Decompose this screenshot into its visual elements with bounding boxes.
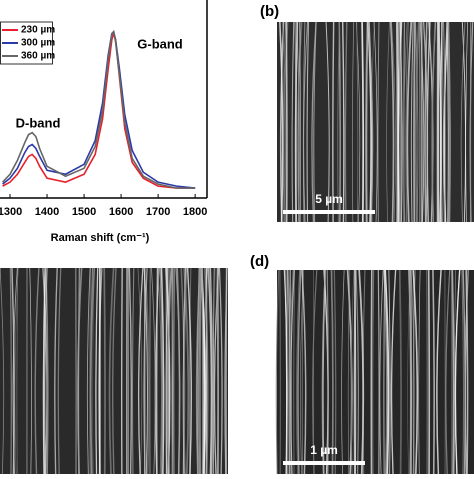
fiber xyxy=(174,268,175,474)
x-tick-label: 1800 xyxy=(183,206,207,218)
sem-image-d xyxy=(277,270,474,474)
scale-bar-label: 5 µm xyxy=(315,192,343,206)
scale-bar xyxy=(283,210,375,214)
legend-label: 300 µm xyxy=(21,38,55,49)
annotation: G-band xyxy=(137,36,183,51)
x-tick-label: 1600 xyxy=(109,206,133,218)
fiber xyxy=(286,22,287,222)
fiber xyxy=(157,268,158,474)
x-tick-label: 1400 xyxy=(35,206,59,218)
panel-label: (b) xyxy=(260,3,279,20)
x-tick-label: 1500 xyxy=(72,206,96,218)
fiber xyxy=(427,270,428,474)
fiber xyxy=(202,268,203,474)
x-tick-label: 1700 xyxy=(146,206,170,218)
x-tick-label: 1300 xyxy=(0,206,22,218)
legend-label: 230 µm xyxy=(21,25,55,36)
scale-bar xyxy=(283,461,365,465)
legend-label: 360 µm xyxy=(21,51,55,62)
fiber xyxy=(429,270,430,474)
fiber xyxy=(226,268,227,474)
x-axis-label: Raman shift (cm⁻¹) xyxy=(51,232,150,244)
fiber xyxy=(150,268,151,474)
fiber xyxy=(280,270,281,474)
fiber xyxy=(414,22,415,222)
fiber xyxy=(451,270,452,474)
fiber xyxy=(371,270,372,474)
scale-bar-label: 1 µm xyxy=(310,443,338,457)
chart: Raman shift (cm⁻¹) D-band G-band 1300 140… xyxy=(0,0,207,244)
annotation: D-band xyxy=(16,115,61,130)
fiber xyxy=(104,268,105,474)
panel-label: (d) xyxy=(250,253,269,270)
fiber xyxy=(397,22,398,222)
